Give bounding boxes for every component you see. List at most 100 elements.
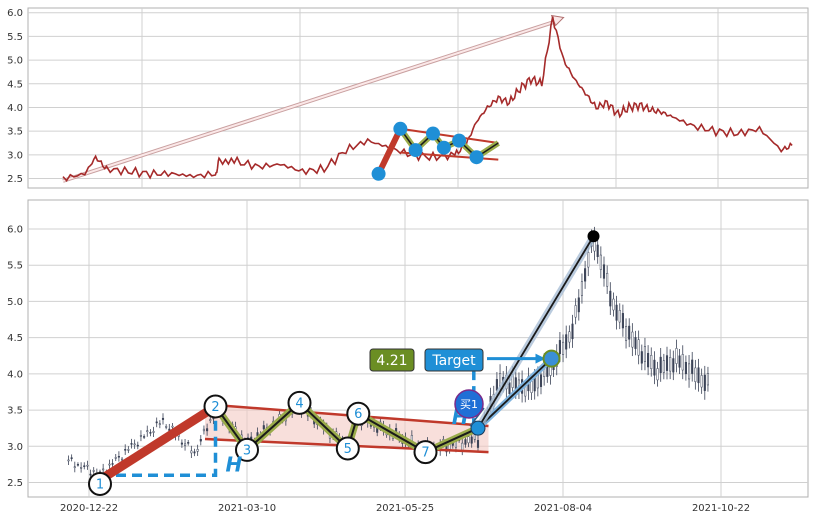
overview-pivot-4 (426, 126, 440, 141)
overview-ytick-4: 4.5 (7, 79, 23, 90)
overview-ytick-5: 5.0 (7, 56, 23, 67)
detail-rise-leg (97, 402, 218, 484)
candle-body-31 (165, 426, 168, 428)
candle-body-180 (634, 337, 637, 349)
candle-body-21 (133, 443, 136, 446)
candle-body-199 (694, 367, 697, 382)
price-badge-text: 4.21 (376, 353, 407, 369)
candle-body-168 (596, 244, 599, 257)
overview-ytick-1: 3.0 (7, 150, 23, 161)
peak-dot (587, 230, 600, 243)
candle-body-148 (533, 377, 536, 392)
detail-xtick-0: 2020-12-22 (60, 503, 118, 514)
overview-pivot-2 (393, 121, 408, 136)
pivot-circle-5 (335, 436, 360, 461)
candle-body-4 (80, 466, 83, 469)
candle-body-38 (187, 442, 190, 444)
detail-xtick-2: 2021-05-25 (376, 503, 434, 514)
buy-badge-text: 买1 (460, 398, 478, 411)
candle-body-7 (89, 473, 92, 476)
candle-body-203 (706, 373, 710, 386)
candle-body-25 (146, 430, 149, 432)
detail-ytick-5: 5.0 (7, 297, 23, 308)
candle-body-193 (675, 348, 678, 364)
candle-body-197 (688, 363, 691, 380)
candle-body-150 (539, 374, 543, 387)
candle-body-174 (615, 304, 618, 321)
detail-ytick-4: 4.5 (7, 333, 23, 344)
buy-badge (454, 389, 484, 419)
overview-ytick-3: 4.0 (7, 103, 23, 114)
overview-pivot-7 (469, 150, 484, 165)
candle-body-184 (647, 352, 650, 368)
pivot-circle-4 (287, 390, 312, 415)
candle-body-62 (262, 425, 265, 430)
candle-body-188 (659, 356, 662, 373)
candle-body-1 (70, 457, 73, 459)
candle-body-19 (127, 449, 130, 451)
candle-body-157 (562, 341, 565, 355)
candle-body-190 (665, 355, 669, 371)
candle-body-169 (599, 254, 602, 270)
breakout-dot (470, 420, 486, 436)
candle-body-189 (662, 360, 665, 373)
overview-pivot-3 (408, 143, 423, 158)
candle-body-43 (202, 428, 205, 432)
candle-body-5 (83, 465, 86, 467)
candle-body-15 (114, 457, 117, 459)
candle-body-26 (149, 432, 152, 434)
h-label-1: H (226, 452, 243, 476)
candle-body-18 (124, 449, 127, 451)
overview-rise-leg (375, 127, 404, 176)
candle-body-156 (558, 340, 561, 355)
candle-body-8 (92, 470, 95, 472)
candle-body-14 (111, 463, 114, 465)
candle-body-42 (199, 438, 202, 442)
detail-panel: 2020-12-22 2021-03-10 2021-05-25 2021-08-04… (7, 199, 809, 514)
detail-xtick-4: 2021-10-22 (692, 503, 750, 514)
candle-body-129 (473, 434, 476, 440)
candle-body-178 (628, 325, 631, 340)
pivot-circle-1 (88, 471, 112, 496)
candle-body-11 (102, 468, 105, 471)
candle-body-175 (618, 310, 621, 323)
overview-pivot-6 (452, 133, 467, 148)
target-badge-text: Target (431, 353, 476, 369)
candle-body-191 (669, 357, 672, 372)
overview-channel-upper (400, 127, 499, 144)
price-badge (369, 348, 415, 372)
candle-body-127 (467, 436, 470, 444)
candle-body-161 (574, 305, 577, 318)
pivot-label-6: 6 (354, 407, 362, 422)
pivot-label-4: 4 (295, 396, 303, 411)
detail-channel-fill (205, 404, 489, 453)
target-badge (424, 348, 484, 372)
candle-body-126 (464, 439, 467, 445)
candle-body-173 (612, 298, 615, 311)
candle-body-198 (691, 359, 694, 374)
pivot-label-5: 5 (344, 442, 352, 457)
candle-body-181 (637, 339, 640, 356)
candle-body-176 (621, 313, 624, 329)
candle-body-37 (184, 443, 187, 447)
detail-ytick-7: 6.0 (7, 224, 23, 235)
candle-body-45 (209, 419, 212, 421)
overview-frame (27, 7, 809, 189)
pivot-label-1: 1 (96, 477, 104, 492)
pivot-circle-7 (413, 440, 438, 465)
detail-ytick-3: 4.0 (7, 369, 23, 380)
detail-ytick-6: 5.5 (7, 261, 23, 272)
candle-body-40 (193, 451, 196, 454)
candle-body-36 (180, 442, 183, 445)
candle-body-149 (536, 374, 539, 389)
detail-xtick-3: 2021-08-04 (534, 503, 592, 514)
detail-ytick-1: 3.0 (7, 442, 23, 453)
candle-body-17 (121, 458, 124, 461)
candle-body-160 (571, 323, 574, 340)
candle-body-24 (143, 436, 146, 438)
candle-body-195 (681, 354, 684, 371)
candle-body-165 (587, 252, 590, 268)
detail-xtick-1: 2021-03-10 (218, 503, 276, 514)
candle-body-162 (577, 297, 580, 313)
h-marker-1 (100, 406, 218, 478)
